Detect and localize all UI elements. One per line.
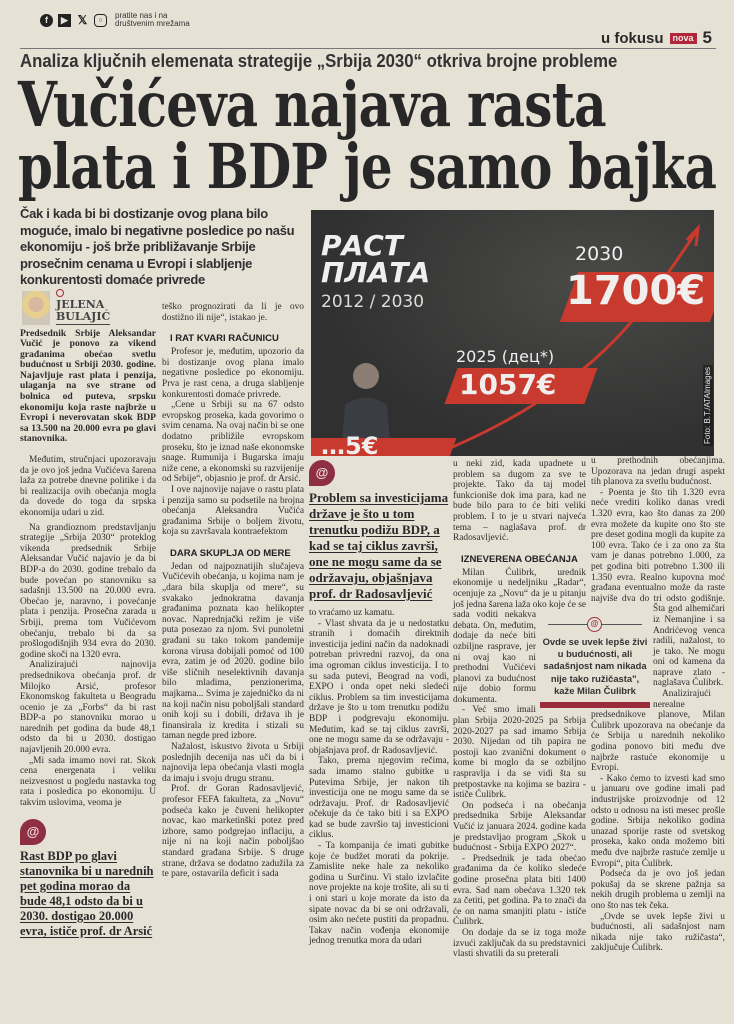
social-bar: f ▶ 𝕏 ○ pratite nas i na društvenim mrež… bbox=[40, 8, 195, 32]
quote-box: @ Ovde se uvek lepše živi u budućnosti, … bbox=[540, 616, 650, 708]
paragraph: - Predsednik je tada obećao građanima da… bbox=[453, 853, 586, 928]
at-icon: @ bbox=[587, 617, 602, 632]
paragraph: - Poenta je što tih 1.320 evra neće vred… bbox=[591, 487, 725, 689]
paragraph: Podseća da je ovo još jedan pokušaj da s… bbox=[591, 869, 725, 911]
value-2025: 1057€ bbox=[459, 368, 557, 401]
instagram-icon: ○ bbox=[94, 13, 107, 27]
paragraph: teško prognozirati da li je ovo dostižno… bbox=[162, 302, 304, 323]
author-first: JELENA bbox=[56, 297, 105, 311]
deck: Čak i kada bi bi dostizanje ovog plana b… bbox=[20, 206, 295, 287]
paragraph: Međutim, stručnjaci upozoravaju da je ov… bbox=[20, 455, 156, 518]
paragraph: I ove najnovije najave o rastu plata i p… bbox=[162, 484, 304, 538]
value-2030: 1700€ bbox=[566, 268, 706, 314]
paragraph: to vraćamo uz kamatu. bbox=[309, 608, 395, 618]
paragraph: u neki zid, kada upadnete u problem sa d… bbox=[453, 459, 586, 544]
at-bubble-icon: @ bbox=[309, 460, 335, 486]
box-quote-text: Ovde se uvek lepše živi u budućnosti, al… bbox=[542, 636, 648, 696]
x-icon: 𝕏 bbox=[77, 13, 88, 27]
author-last: BULAJIĆ bbox=[56, 309, 111, 323]
paragraph: - Kako ćemo to izvesti kad smo u januaru… bbox=[591, 773, 725, 869]
paragraph: - Već smo imali plan Srbija 2020-2025 pa… bbox=[453, 705, 586, 801]
article-photo: РАСТ ПЛАТА 2012 / 2030 2030 1700€ 2025 (д… bbox=[311, 210, 714, 456]
paragraph: - Ta kompanija će imati gubitke koje će … bbox=[309, 841, 449, 947]
paragraph: Profesor je, međutim, upozorio da bi dos… bbox=[162, 347, 304, 400]
paragraph: Milan Ćulibrk, urednik ekonomije u nedel… bbox=[453, 567, 587, 705]
subheading: IZNEVERENA OBEĆANJA bbox=[461, 553, 578, 565]
author-photo bbox=[22, 290, 50, 325]
paragraph: Analizirajući nerealne predsednikove pla… bbox=[591, 689, 725, 774]
paragraph: „Ovde se uvek lepše živi u budućnosti, a… bbox=[591, 911, 725, 954]
lead-paragraph: Predsednik Srbije Aleksandar Vučić je po… bbox=[20, 327, 156, 445]
left-column-flow: Čak i kada bi bi dostizanje ovog plana b… bbox=[20, 206, 312, 939]
column-2: teško prognozirati da li je ovo dostižno… bbox=[162, 302, 304, 880]
header-rule bbox=[20, 48, 716, 49]
paragraph: u prethodnih obećanjima. Upozorava na je… bbox=[591, 456, 725, 488]
paragraph: - Vlast shvata da je u nedostatku strani… bbox=[309, 618, 449, 756]
label-2030: 2030 bbox=[575, 243, 624, 265]
paragraph: Prof. dr Goran Radosavljević, profesor F… bbox=[162, 784, 304, 880]
paragraph: „Cene u Srbiji su na 67 odsto evropskog … bbox=[162, 400, 304, 485]
paragraph: Tako, prema njegovim rečima, sada imamo … bbox=[309, 756, 449, 841]
headline-line-2: plata i BDP je samo bajka bbox=[18, 130, 717, 203]
paragraph: Jedan od najpoznatijih slučajeva Vučićev… bbox=[162, 561, 304, 742]
author-name: JELENA BULAJIĆ bbox=[56, 288, 111, 325]
paragraph: On podseća i na obećanja predsednika Srb… bbox=[453, 800, 586, 854]
photo-title: РАСТ ПЛАТА bbox=[321, 229, 431, 289]
at-icon bbox=[56, 288, 64, 297]
column-3: @ Problem sa investicijama države je što… bbox=[309, 460, 449, 947]
pull-quote-radosavljevic: Problem sa investicijama države je što u… bbox=[309, 490, 449, 601]
accent-bar bbox=[540, 702, 650, 708]
paragraph: Analizirajući najnovija predsednikova ob… bbox=[20, 660, 156, 756]
paragraph: Na grandioznom predstavljanju strategije… bbox=[20, 522, 156, 660]
facebook-icon: f bbox=[40, 13, 53, 27]
column-4: u neki zid, kada upadnete u problem sa d… bbox=[453, 459, 586, 960]
subheading: I RAT KVARI RAČUNICU bbox=[170, 333, 279, 345]
follow-text: pratite nas i na društvenim mrežama bbox=[115, 11, 190, 28]
subheading: DARA SKUPLJA OD MERE bbox=[170, 547, 291, 559]
label-2025: 2025 (дец*) bbox=[456, 347, 555, 366]
byline: JELENA BULAJIĆ bbox=[22, 288, 152, 325]
photo-range: 2012 / 2030 bbox=[321, 292, 425, 312]
brand-logo: nova bbox=[669, 32, 697, 44]
page-number: 5 bbox=[702, 28, 712, 47]
at-bubble-icon: @ bbox=[20, 818, 46, 845]
youtube-icon: ▶ bbox=[58, 13, 71, 27]
column-1: Predsednik Srbije Aleksandar Vučić je po… bbox=[20, 327, 156, 939]
section-label: u fokusu bbox=[601, 29, 664, 47]
pull-quote-arsic: Rast BDP po glavi stanovnika bi u naredn… bbox=[20, 848, 154, 938]
paragraph: „Mi sada imamo novi rat. Skok cena energ… bbox=[20, 755, 156, 809]
section-header: u fokusu nova 5 bbox=[601, 28, 712, 48]
kicker: Analiza ključnih elemenata strategije „S… bbox=[20, 51, 618, 71]
photo-credit: Foto: B.T./ATAImages bbox=[703, 364, 713, 446]
paragraph: Nažalost, iskustvo života u Srbiji posle… bbox=[162, 741, 304, 784]
value-2012: …5€ bbox=[321, 432, 379, 456]
column-5: u prethodnih obećanjima. Upozorava na je… bbox=[591, 456, 725, 954]
headline-line-1: Vučićeva najava rasta bbox=[18, 68, 607, 141]
paragraph: On dodaje da se iz toga može izvući zakl… bbox=[453, 927, 586, 960]
